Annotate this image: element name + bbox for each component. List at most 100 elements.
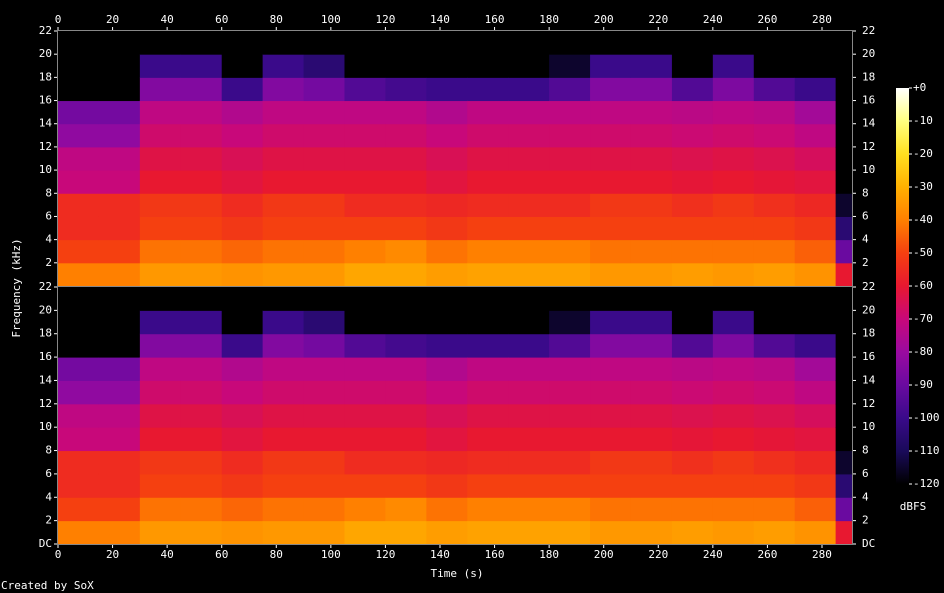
heatmap-cell <box>262 357 305 381</box>
heatmap-cell <box>180 357 223 381</box>
colorbar-tick-label: -30 <box>913 180 933 193</box>
heatmap-cell <box>712 262 755 287</box>
heatmap-cell <box>794 54 837 78</box>
heatmap-cell <box>467 473 509 498</box>
heatmap-cell <box>262 216 305 241</box>
heatmap-cell <box>344 357 386 381</box>
heatmap-cell <box>549 497 591 522</box>
heatmap-cell <box>58 262 100 287</box>
heatmap-cell <box>549 427 591 452</box>
heatmap-cell <box>385 380 427 405</box>
heatmap-cell <box>467 450 509 475</box>
heatmap-cell <box>590 239 632 264</box>
heatmap-cell <box>712 31 755 55</box>
heatmap-cell <box>835 427 853 452</box>
heatmap-cell <box>385 520 427 545</box>
x-tick-label: 160 <box>485 548 505 561</box>
heatmap-cell <box>508 520 550 545</box>
heatmap-cell <box>467 239 509 264</box>
heatmap-cell <box>221 262 264 287</box>
heatmap-cell <box>180 170 223 194</box>
y-tick-label: 22 <box>39 280 52 293</box>
heatmap-cell <box>671 100 714 125</box>
heatmap-cell <box>508 77 550 102</box>
x-tick-label: 200 <box>594 13 614 26</box>
heatmap-cell <box>835 380 853 405</box>
heatmap-cell <box>262 146 305 171</box>
heatmap-cell <box>508 310 550 335</box>
heatmap-cell <box>753 262 796 287</box>
heatmap-cell <box>753 216 796 241</box>
x-tick-label: 0 <box>55 13 62 26</box>
heatmap-cell <box>467 54 509 78</box>
colorbar-tick-label: -80 <box>913 345 933 358</box>
y-tick-label: 20 <box>862 47 875 60</box>
x-tick-label: 220 <box>648 13 668 26</box>
heatmap-cell <box>344 100 386 125</box>
colorbar-tick-label: -110 <box>913 444 940 457</box>
x-tick-label: 120 <box>375 548 395 561</box>
heatmap-cell <box>753 380 796 405</box>
heatmap-cell <box>139 31 182 55</box>
heatmap-cell <box>753 333 796 358</box>
heatmap-cell <box>712 310 755 335</box>
heatmap-cell <box>426 287 468 311</box>
heatmap-cell <box>590 262 632 287</box>
heatmap-cell <box>630 146 673 171</box>
heatmap-cell <box>835 520 853 545</box>
heatmap-cell <box>712 403 755 428</box>
heatmap-cell <box>180 216 223 241</box>
heatmap-cell <box>58 357 100 381</box>
y-tick-label: 12 <box>39 397 52 410</box>
heatmap-cell <box>549 193 591 217</box>
x-tick-label: 20 <box>106 13 119 26</box>
heatmap-cell <box>180 380 223 405</box>
heatmap-cell <box>590 403 632 428</box>
heatmap-cell <box>549 357 591 381</box>
y-tick-label: DC <box>39 537 52 550</box>
heatmap-cell <box>262 497 305 522</box>
heatmap-cell <box>180 450 223 475</box>
heatmap-cell <box>753 100 796 125</box>
heatmap-cell <box>385 427 427 452</box>
heatmap-cell <box>630 287 673 311</box>
heatmap-cell <box>221 333 264 358</box>
heatmap-cell <box>835 146 853 171</box>
heatmap-cell <box>590 193 632 217</box>
x-tick-label: 240 <box>703 548 723 561</box>
heatmap-cell <box>794 473 837 498</box>
heatmap-cell <box>344 310 386 335</box>
heatmap-cell <box>467 77 509 102</box>
heatmap-cell <box>671 262 714 287</box>
heatmap-cell <box>344 520 386 545</box>
heatmap-cell <box>794 520 837 545</box>
heatmap-cell <box>98 287 141 311</box>
heatmap-cell <box>671 239 714 264</box>
heatmap-cell <box>139 520 182 545</box>
heatmap-cell <box>630 31 673 55</box>
heatmap-cell <box>835 31 853 55</box>
heatmap-cell <box>590 497 632 522</box>
heatmap-cell <box>426 427 468 452</box>
x-tick-label: 240 <box>703 13 723 26</box>
heatmap-cell <box>180 31 223 55</box>
colorbar-tick-label: -70 <box>913 312 933 325</box>
colorbar-tick-label: -60 <box>913 279 933 292</box>
y-tick-label: 14 <box>862 373 876 386</box>
heatmap-cell <box>712 473 755 498</box>
heatmap-cell <box>98 123 141 148</box>
heatmap-cell <box>58 100 100 125</box>
heatmap-cell <box>58 170 100 194</box>
heatmap-cell <box>753 123 796 148</box>
heatmap-cell <box>549 170 591 194</box>
heatmap-cell <box>262 31 305 55</box>
heatmap-cell <box>58 450 100 475</box>
heatmap-cell <box>344 193 386 217</box>
heatmap-cell <box>139 170 182 194</box>
heatmap-cell <box>835 100 853 125</box>
heatmap-cell <box>385 146 427 171</box>
heatmap-cell <box>753 77 796 102</box>
heatmap-cell <box>221 357 264 381</box>
heatmap-cell <box>221 216 264 241</box>
